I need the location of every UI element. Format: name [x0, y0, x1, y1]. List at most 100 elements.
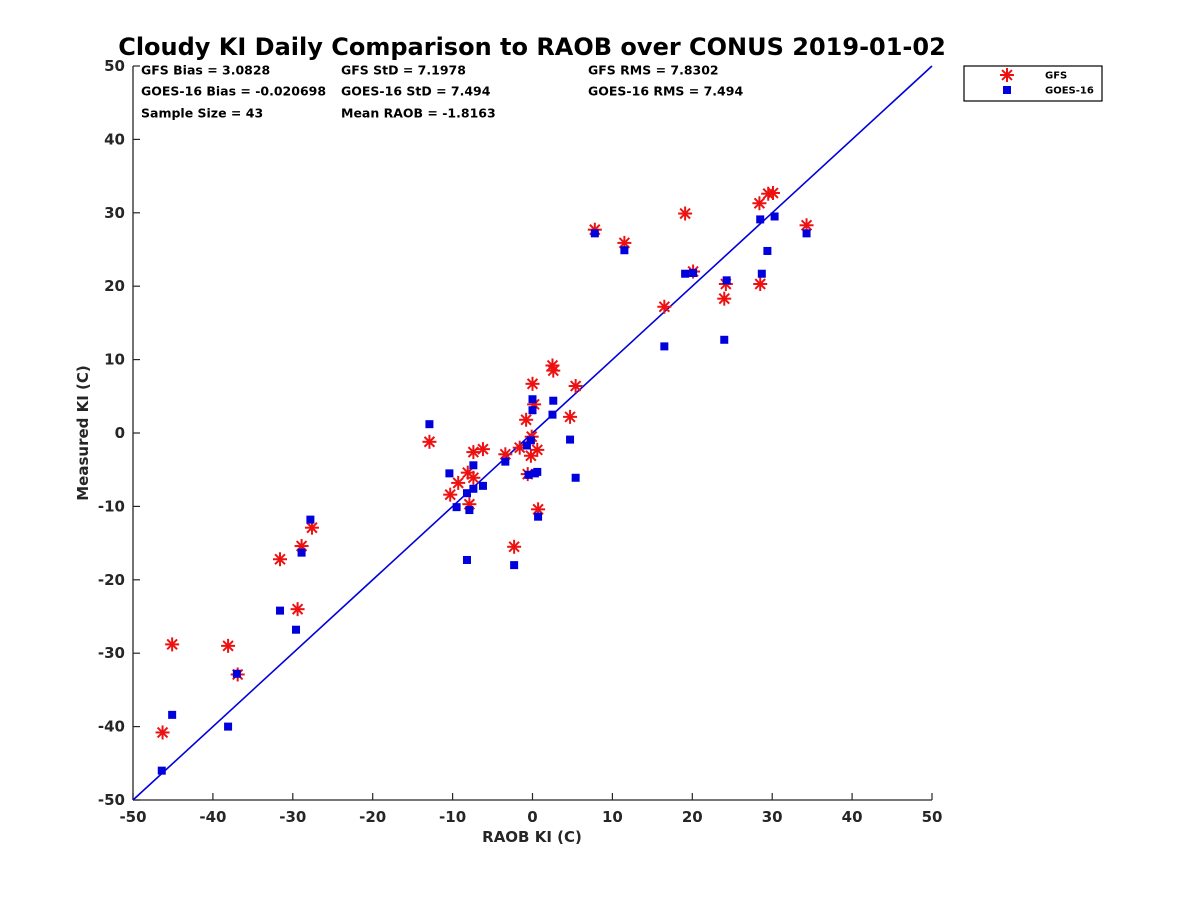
- y-tick-label: -20: [98, 571, 125, 589]
- goes16-point: [232, 669, 241, 678]
- series-goes-16: [157, 212, 811, 775]
- goes16-point: [306, 515, 315, 524]
- goes16-point: [510, 561, 519, 570]
- y-tick-label: -30: [98, 644, 125, 662]
- goes16-point: [534, 512, 543, 521]
- stat-text: GOES-16 RMS = 7.494: [588, 84, 743, 99]
- goes16-point: [757, 269, 766, 278]
- goes16-point: [462, 489, 471, 498]
- gfs-point: [290, 602, 305, 617]
- x-tick-label: 20: [682, 808, 703, 826]
- plot-area: -50 -40 -30 -20 -10 0 10 20 30 40 50 -50 -40 -30 -20 -1…: [98, 57, 943, 826]
- gfs-point: [475, 442, 490, 457]
- x-tick-label: -50: [119, 808, 146, 826]
- y-tick-label: -50: [98, 791, 125, 809]
- gfs-point: [563, 409, 578, 424]
- asterisk-stroke: [531, 444, 543, 456]
- goes16-point: [462, 555, 471, 564]
- y-axis-label: Measured KI (C): [74, 365, 92, 501]
- goes16-point: [533, 467, 542, 476]
- legend: GFS GOES-16: [963, 65, 1103, 102]
- gfs-point: [530, 442, 545, 457]
- asterisk-stroke: [679, 207, 691, 220]
- goes16-point: [763, 246, 772, 255]
- goes16-point: [452, 503, 461, 512]
- y-tick-label: 30: [104, 204, 125, 222]
- asterisk-stroke: [499, 448, 511, 460]
- gfs-point: [765, 185, 780, 200]
- asterisk-stroke: [291, 603, 304, 615]
- asterisk-stroke: [222, 640, 234, 652]
- x-tick-label: -20: [359, 808, 386, 826]
- stat-text: Sample Size = 43: [141, 106, 263, 121]
- goes16-point: [620, 246, 629, 255]
- gfs-point: [546, 363, 561, 378]
- gfs-point: [451, 475, 466, 490]
- goes16-point: [660, 342, 669, 351]
- x-axis-label: RAOB KI (C): [482, 828, 582, 846]
- asterisk-stroke: [423, 436, 436, 448]
- goes16-point: [770, 212, 779, 221]
- legend-gfs-marker: [1000, 68, 1014, 82]
- legend-label: GFS: [1045, 71, 1067, 82]
- x-tick-label: 50: [922, 808, 943, 826]
- goes16-point: [566, 435, 575, 444]
- asterisk-stroke: [508, 541, 520, 553]
- gfs-point: [273, 552, 288, 567]
- y-tick-label: 0: [115, 424, 125, 442]
- goes16-point: [528, 395, 537, 404]
- goes16-point: [157, 766, 166, 775]
- asterisk-stroke: [520, 414, 532, 426]
- gfs-point: [799, 218, 814, 233]
- asterisk-stroke: [526, 378, 539, 390]
- asterisk-stroke: [467, 472, 480, 484]
- asterisk-stroke: [452, 477, 464, 489]
- goes16-point: [297, 548, 306, 557]
- goes16-point: [524, 470, 533, 479]
- goes16-point: [469, 461, 478, 470]
- legend-box: [963, 65, 1103, 102]
- gfs-point: [568, 379, 583, 394]
- y-tick-label: 40: [104, 130, 125, 148]
- asterisk-stroke: [156, 726, 169, 739]
- asterisk-stroke: [1001, 69, 1013, 81]
- asterisk-stroke: [753, 197, 766, 209]
- gfs-point: [752, 196, 767, 211]
- gfs-point: [617, 235, 632, 250]
- goes16-point: [501, 457, 510, 466]
- stat-text: GFS Bias = 3.0828: [141, 63, 270, 78]
- goes16-point: [590, 229, 599, 238]
- asterisk-stroke: [658, 301, 670, 313]
- gfs-point: [165, 637, 180, 652]
- gfs-point: [422, 434, 437, 449]
- goes16-point: [548, 410, 557, 419]
- gfs-point: [678, 206, 693, 221]
- goes16-point: [756, 215, 765, 224]
- goes16-point: [469, 484, 478, 493]
- goes16-point: [571, 473, 580, 482]
- y-tick-label: -10: [98, 497, 125, 515]
- goes16-point: [526, 436, 535, 445]
- asterisk-stroke: [547, 364, 559, 377]
- y-tick-label: -40: [98, 718, 125, 736]
- goes16-point: [689, 268, 698, 277]
- x-tick-label: -30: [279, 808, 306, 826]
- goes16-point: [224, 722, 233, 731]
- gfs-point: [443, 487, 458, 502]
- goes16-point: [722, 276, 731, 285]
- goes16-point: [549, 396, 558, 405]
- asterisk-stroke: [800, 219, 813, 231]
- goes16-point: [445, 469, 454, 478]
- gfs-point: [657, 299, 672, 314]
- goes16-point: [528, 406, 537, 415]
- statistics-annotations: GFS Bias = 3.0828 GFS StD = 7.1978 GFS RMS…: [141, 63, 743, 121]
- goes16-point: [802, 229, 811, 238]
- goes16-point: [276, 606, 285, 615]
- gfs-point: [304, 520, 319, 535]
- stat-text: GOES-16 Bias = -0.020698: [141, 84, 326, 99]
- legend-goes16-marker: [1003, 86, 1011, 94]
- asterisk-stroke: [569, 380, 582, 392]
- gfs-point: [155, 725, 170, 740]
- gfs-point: [753, 276, 768, 291]
